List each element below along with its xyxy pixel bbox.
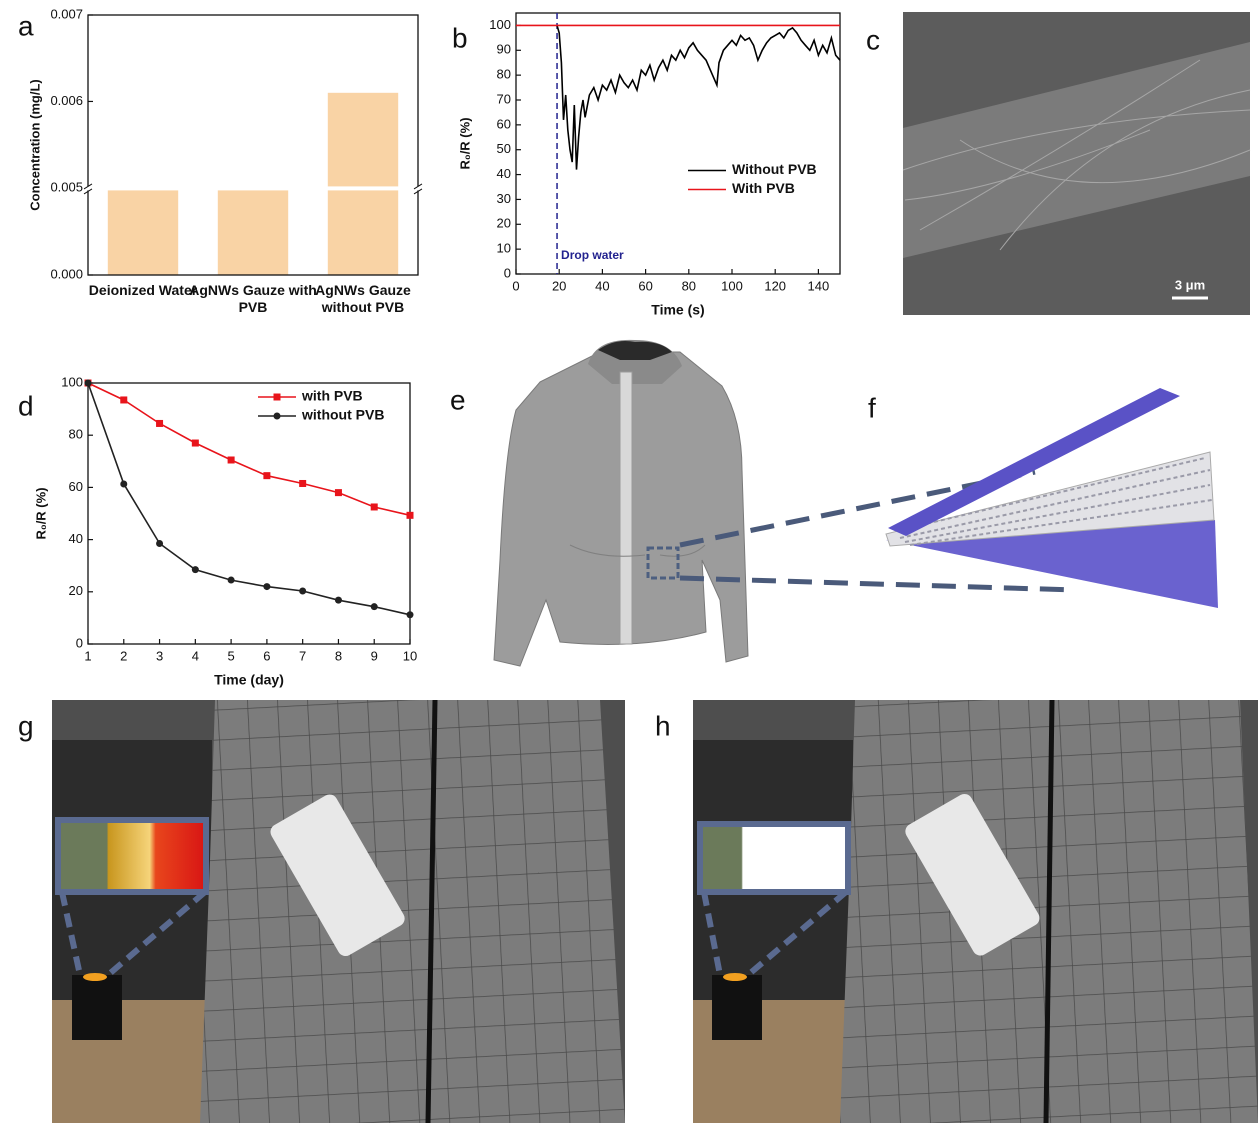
- point-marker: [299, 588, 306, 595]
- point-marker: [85, 380, 92, 387]
- plot-frame: [516, 13, 840, 274]
- y-tick-label: 60: [69, 479, 83, 494]
- y-tick-label: 0.006: [50, 93, 83, 108]
- panel-label: b: [452, 22, 468, 53]
- point-marker: [263, 583, 270, 590]
- panel-label: d: [18, 390, 34, 421]
- y-tick-label: 40: [69, 531, 83, 546]
- x-axis-label: Time (s): [651, 302, 704, 318]
- legend-label: Without PVB: [732, 161, 817, 177]
- point-marker: [263, 472, 270, 479]
- panel-label: f: [868, 392, 876, 423]
- figure-canvas: 3 μm: [0, 0, 1258, 1123]
- point-marker: [335, 489, 342, 496]
- y-tick-label: 0.005: [50, 179, 83, 194]
- panel-label: a: [18, 10, 34, 41]
- point-marker: [371, 503, 378, 510]
- x-tick-label: 2: [120, 648, 127, 663]
- scale-bar-label: 3 μm: [1175, 277, 1205, 292]
- y-tick-label: 10: [497, 241, 511, 256]
- y-tick-label: 50: [497, 141, 511, 156]
- point-marker: [228, 456, 235, 463]
- figure: 3 μm: [0, 0, 1258, 1123]
- x-tick-label: 60: [638, 278, 652, 293]
- point-marker: [192, 440, 199, 447]
- panel-label: g: [18, 710, 34, 741]
- sem-image: 3 μm: [903, 12, 1250, 315]
- x-tick-label: 120: [764, 278, 786, 293]
- x-tick-label: 0: [512, 278, 519, 293]
- y-axis-label: Concentration (mg/L): [27, 79, 42, 210]
- hoodie-illustration: [494, 340, 748, 666]
- legend-label: With PVB: [732, 180, 795, 196]
- point-marker: [371, 603, 378, 610]
- x-axis-label: Time (day): [214, 672, 284, 688]
- legend-label: without PVB: [301, 407, 384, 423]
- x-tick-label: 100: [721, 278, 743, 293]
- x-tick-label: 4: [192, 648, 199, 663]
- y-tick-label: 80: [497, 67, 511, 82]
- point-marker: [156, 420, 163, 427]
- y-tick-label: 30: [497, 191, 511, 206]
- y-tick-label: 20: [69, 583, 83, 598]
- legend-label: with PVB: [301, 388, 363, 404]
- photo-cold: [693, 700, 1258, 1123]
- y-axis-label: R₀/R (%): [33, 487, 48, 539]
- y-tick-label: 90: [497, 42, 511, 57]
- y-tick-label: 0.000: [50, 266, 83, 281]
- x-tick-label: 9: [371, 648, 378, 663]
- photo-heating: [52, 700, 625, 1123]
- x-tick-label: 7: [299, 648, 306, 663]
- x-tick-label: 3: [156, 648, 163, 663]
- point-marker: [120, 481, 127, 488]
- y-tick-label: 70: [497, 91, 511, 106]
- x-tick-label: 8: [335, 648, 342, 663]
- y-tick-label: 60: [497, 116, 511, 131]
- point-marker: [407, 611, 414, 618]
- y-tick-label: 0: [76, 635, 83, 650]
- x-tick-label: 20: [552, 278, 566, 293]
- x-tick-label: 140: [808, 278, 830, 293]
- panel-label: h: [655, 710, 671, 741]
- x-tick-label: 1: [84, 648, 91, 663]
- bar: [218, 190, 288, 275]
- y-tick-label: 100: [489, 17, 511, 32]
- x-tick-label: 5: [227, 648, 234, 663]
- axis-break: [84, 186, 422, 190]
- point-marker: [120, 396, 127, 403]
- y-tick-label: 20: [497, 216, 511, 231]
- y-tick-label: 40: [497, 166, 511, 181]
- y-tick-label: 0.007: [50, 6, 83, 21]
- point-marker: [228, 577, 235, 584]
- sensor-layers: [886, 388, 1218, 608]
- x-tick-label: 80: [682, 278, 696, 293]
- x-tick-label: 10: [403, 648, 417, 663]
- point-marker: [299, 480, 306, 487]
- y-tick-label: 80: [69, 427, 83, 442]
- panel-label: e: [450, 384, 466, 415]
- y-tick-label: 100: [61, 374, 83, 389]
- point-marker: [335, 597, 342, 604]
- legend-marker: [274, 413, 281, 420]
- bar: [108, 190, 178, 275]
- y-axis-label: R₀/R (%): [457, 117, 472, 169]
- panel-label: c: [866, 24, 880, 55]
- point-marker: [192, 566, 199, 573]
- bar: [328, 93, 398, 275]
- legend-marker: [274, 394, 281, 401]
- point-marker: [156, 540, 163, 547]
- y-tick-label: 0: [504, 265, 511, 280]
- series-line: [557, 25, 840, 169]
- x-tick-label: 40: [595, 278, 609, 293]
- point-marker: [407, 512, 414, 519]
- x-tick-label: AgNWs Gauze without PVB: [293, 282, 433, 316]
- x-tick-label: 6: [263, 648, 270, 663]
- annotation-text: Drop water: [561, 248, 624, 262]
